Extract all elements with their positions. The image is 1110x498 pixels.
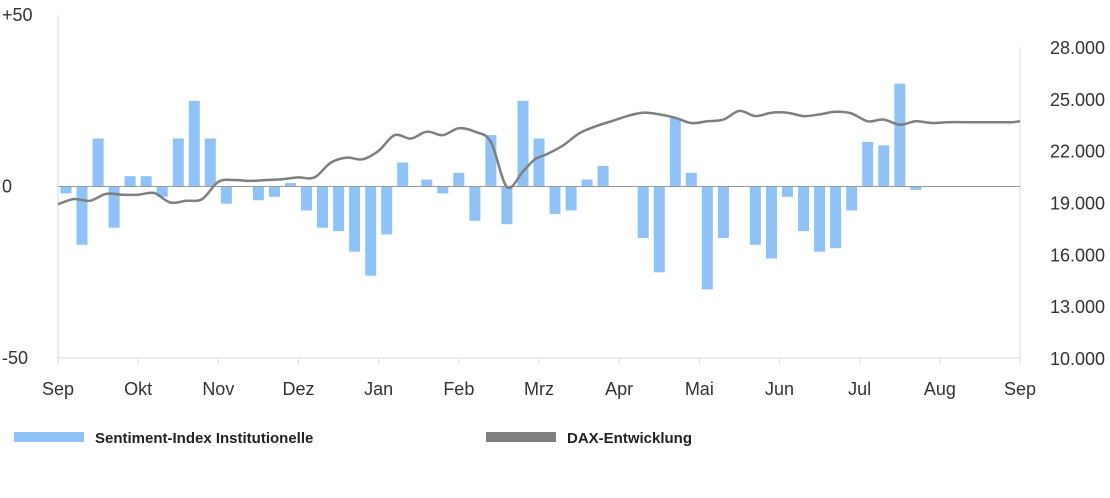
axes	[57, 15, 1021, 364]
sentiment-bar	[76, 186, 88, 245]
sentiment-bar	[565, 186, 577, 211]
axis-labels: +50 0 -50 28.000 25.000 22.000 19.000 16.000 13.…	[2, 5, 1105, 399]
x-axis-tick-label: Mrz	[524, 379, 554, 399]
sentiment-bar	[637, 186, 649, 238]
right-axis-tick-label: 10.000	[1050, 349, 1105, 369]
sentiment-bar	[421, 179, 433, 187]
x-axis-tick-label: Feb	[443, 379, 474, 399]
sentiment-bar	[188, 100, 200, 187]
sentiment-bar	[140, 176, 152, 187]
sentiment-bar	[894, 83, 906, 187]
sentiment-bar	[269, 186, 280, 197]
sentiment-bar	[172, 138, 184, 187]
sentiment-bar	[782, 186, 793, 197]
left-axis-tick-label: +50	[2, 5, 33, 25]
sentiment-bar	[653, 186, 665, 273]
x-axis-tick-label: Jan	[364, 379, 393, 399]
sentiment-bar	[830, 186, 842, 249]
sentiment-bar	[333, 186, 345, 232]
sentiment-bar	[846, 186, 858, 211]
sentiment-bar	[501, 186, 513, 225]
sentiment-bar	[92, 138, 104, 187]
dax-line	[57, 109, 1021, 206]
dax-line-layer	[57, 109, 1021, 206]
x-axis-tick-label: Jun	[765, 379, 794, 399]
x-axis-tick-label: Dez	[282, 379, 314, 399]
sentiment-bar	[910, 186, 922, 190]
right-axis-tick-label: 22.000	[1050, 142, 1105, 162]
right-axis-tick-label: 25.000	[1050, 90, 1105, 110]
sentiment-bar	[798, 186, 810, 232]
right-axis-tick-label: 28.000	[1050, 38, 1105, 58]
x-axis-tick-label: Sep	[42, 379, 74, 399]
x-axis-tick-label: Nov	[202, 379, 234, 399]
sentiment-bar	[685, 172, 697, 187]
x-axis-tick-label: Sep	[1004, 379, 1036, 399]
sentiment-bar	[701, 186, 713, 290]
sentiment-bar	[533, 138, 545, 187]
x-axis-tick-label: Okt	[124, 379, 152, 399]
sentiment-bar	[156, 186, 168, 197]
sentiment-bar	[469, 186, 481, 221]
sentiment-bar	[437, 186, 449, 194]
sentiment-bars	[60, 83, 922, 290]
sentiment-bar	[549, 186, 561, 214]
sentiment-bar	[669, 117, 681, 187]
legend-label: Sentiment-Index Institutionelle	[95, 430, 313, 447]
sentiment-bar	[397, 162, 409, 187]
left-axis-tick-label: 0	[2, 177, 12, 197]
right-axis-tick-label: 13.000	[1050, 297, 1105, 317]
right-axis-tick-label: 19.000	[1050, 194, 1105, 214]
left-axis-tick-label: -50	[2, 348, 28, 368]
sentiment-bar	[108, 186, 120, 228]
sentiment-bar	[349, 186, 361, 252]
sentiment-bar	[814, 186, 826, 252]
x-axis-tick-label: Jul	[848, 379, 871, 399]
sentiment-bar	[60, 186, 72, 194]
sentiment-bar	[581, 179, 593, 187]
sentiment-bar	[862, 141, 874, 187]
sentiment-bar	[301, 186, 312, 211]
legend: Sentiment-Index Institutionelle DAX-Entwi…	[14, 430, 692, 447]
sentiment-bar	[252, 186, 264, 201]
legend-swatch	[486, 432, 556, 442]
sentiment-bar	[878, 145, 890, 187]
sentiment-bar	[517, 100, 529, 187]
sentiment-bar	[124, 176, 136, 187]
x-axis-tick-label: Apr	[605, 379, 633, 399]
sentiment-bar	[204, 138, 216, 187]
sentiment-bar	[365, 186, 377, 276]
right-axis-tick-label: 16.000	[1050, 245, 1105, 265]
sentiment-bar	[453, 172, 465, 187]
legend-swatch	[14, 432, 84, 442]
sentiment-bar	[285, 183, 296, 187]
sentiment-bar	[220, 186, 232, 204]
sentiment-bar	[597, 165, 609, 187]
sentiment-bar	[381, 186, 393, 235]
x-axis-tick-label: Mai	[685, 379, 714, 399]
sentiment-bar	[317, 186, 328, 228]
sentiment-bar	[717, 186, 729, 238]
sentiment-bar	[749, 186, 761, 245]
sentiment-bar	[485, 135, 497, 187]
legend-label: DAX-Entwicklung	[567, 430, 692, 447]
sentiment-bar	[766, 186, 777, 259]
x-axis-tick-label: Aug	[924, 379, 956, 399]
